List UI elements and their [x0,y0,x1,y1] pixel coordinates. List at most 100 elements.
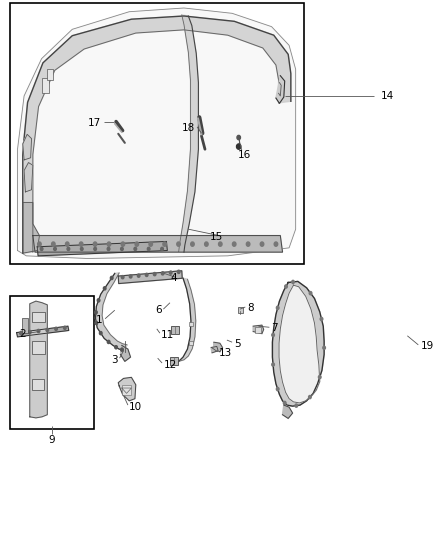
Text: 15: 15 [210,232,223,242]
Circle shape [120,247,123,251]
Text: 19: 19 [420,342,434,351]
Polygon shape [272,281,324,406]
Bar [10,296,94,429]
Circle shape [147,247,150,251]
Bar [170,357,178,365]
Circle shape [134,247,137,251]
Bar [32,379,44,390]
Polygon shape [179,15,198,252]
Bar [10,3,304,264]
Bar [122,385,131,395]
Circle shape [205,242,208,246]
Circle shape [177,242,180,246]
Text: 1: 1 [96,315,103,325]
Text: 10: 10 [129,402,142,411]
Polygon shape [17,326,69,337]
Polygon shape [120,345,131,361]
Circle shape [95,311,97,314]
Circle shape [120,348,124,351]
Bar [22,318,28,333]
Polygon shape [283,405,293,418]
Circle shape [285,285,287,288]
Circle shape [177,270,180,273]
Circle shape [161,247,163,251]
Circle shape [79,242,83,246]
Text: 5: 5 [234,339,241,349]
Polygon shape [211,346,218,353]
Circle shape [94,247,96,251]
Circle shape [103,287,106,290]
Circle shape [97,298,100,302]
Text: 9: 9 [48,435,55,445]
Polygon shape [214,342,223,352]
Circle shape [67,247,70,251]
Circle shape [308,395,311,399]
Circle shape [28,330,31,334]
Circle shape [135,242,138,246]
Circle shape [153,272,156,276]
Polygon shape [173,278,196,364]
Circle shape [323,346,325,350]
Polygon shape [279,285,320,403]
Circle shape [52,242,55,246]
Circle shape [237,135,240,140]
Text: 2: 2 [19,329,25,339]
Circle shape [320,318,323,321]
Circle shape [121,276,124,279]
Circle shape [110,276,113,279]
Circle shape [246,242,250,246]
Circle shape [295,404,298,407]
Bar [42,78,49,93]
Circle shape [219,242,222,246]
Text: 12: 12 [163,360,177,369]
Circle shape [283,401,286,405]
Circle shape [55,327,57,330]
Bar [189,322,193,326]
Bar [47,69,53,80]
Polygon shape [95,273,127,350]
Circle shape [46,328,49,332]
Text: 3: 3 [112,355,118,365]
Circle shape [95,321,98,325]
Polygon shape [18,8,296,259]
Circle shape [121,242,125,246]
Circle shape [233,242,236,246]
Circle shape [99,332,102,335]
Text: 14: 14 [381,91,394,101]
Text: 11: 11 [161,330,174,340]
Bar [255,327,261,333]
Polygon shape [253,325,264,334]
Polygon shape [276,76,285,103]
Text: 4: 4 [171,273,177,283]
Circle shape [318,375,321,378]
Bar [32,341,45,354]
Polygon shape [23,16,291,253]
Circle shape [38,242,41,246]
Circle shape [292,280,294,284]
Bar [171,326,179,334]
Text: 13: 13 [219,348,232,358]
Circle shape [276,387,279,391]
Circle shape [161,272,164,275]
Circle shape [37,329,40,333]
Circle shape [170,271,172,274]
Text: 7: 7 [272,323,278,333]
Polygon shape [37,241,167,256]
Circle shape [66,242,69,246]
Polygon shape [118,271,182,284]
Text: 16: 16 [238,150,251,159]
Circle shape [149,242,152,246]
Circle shape [115,345,117,349]
Text: 17: 17 [88,118,101,127]
Circle shape [276,306,279,309]
Circle shape [54,247,57,251]
Circle shape [272,363,274,366]
Circle shape [107,247,110,251]
Circle shape [260,242,264,246]
Polygon shape [30,301,47,418]
Polygon shape [118,377,136,401]
Text: 6: 6 [155,305,162,315]
Circle shape [20,332,22,335]
Bar [238,307,243,313]
Circle shape [107,341,110,343]
